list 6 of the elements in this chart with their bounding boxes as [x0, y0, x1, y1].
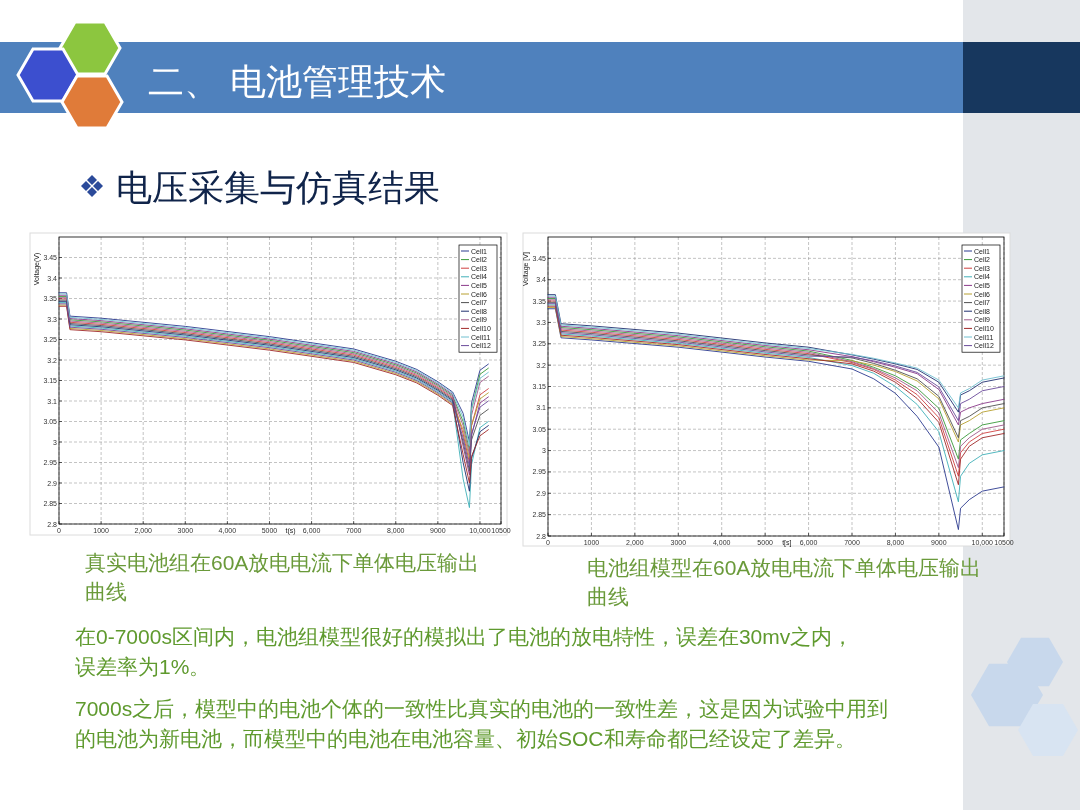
- text: 电压采集与仿真结果: [116, 166, 440, 210]
- text: 真实电池组在60A放电电流下单体电压输出曲线: [85, 550, 481, 605]
- text: 7000s之后，模型中的电池个体的一致性比真实的电池的一致性差，这是因为试验中用到的电池为新电池，而模型中的电池在电池容量、初始SOC和寿命都已经设定了差异。: [75, 696, 890, 752]
- text: 在0-7000s区间内，电池组模型很好的模拟出了电池的放电特性，误差在30mv之内，误差率为1%。: [75, 624, 855, 680]
- text: 电池组模型在60A放电电流下单体电压输出曲线: [587, 555, 983, 610]
- text: 二、 电池管理技术: [148, 60, 447, 104]
